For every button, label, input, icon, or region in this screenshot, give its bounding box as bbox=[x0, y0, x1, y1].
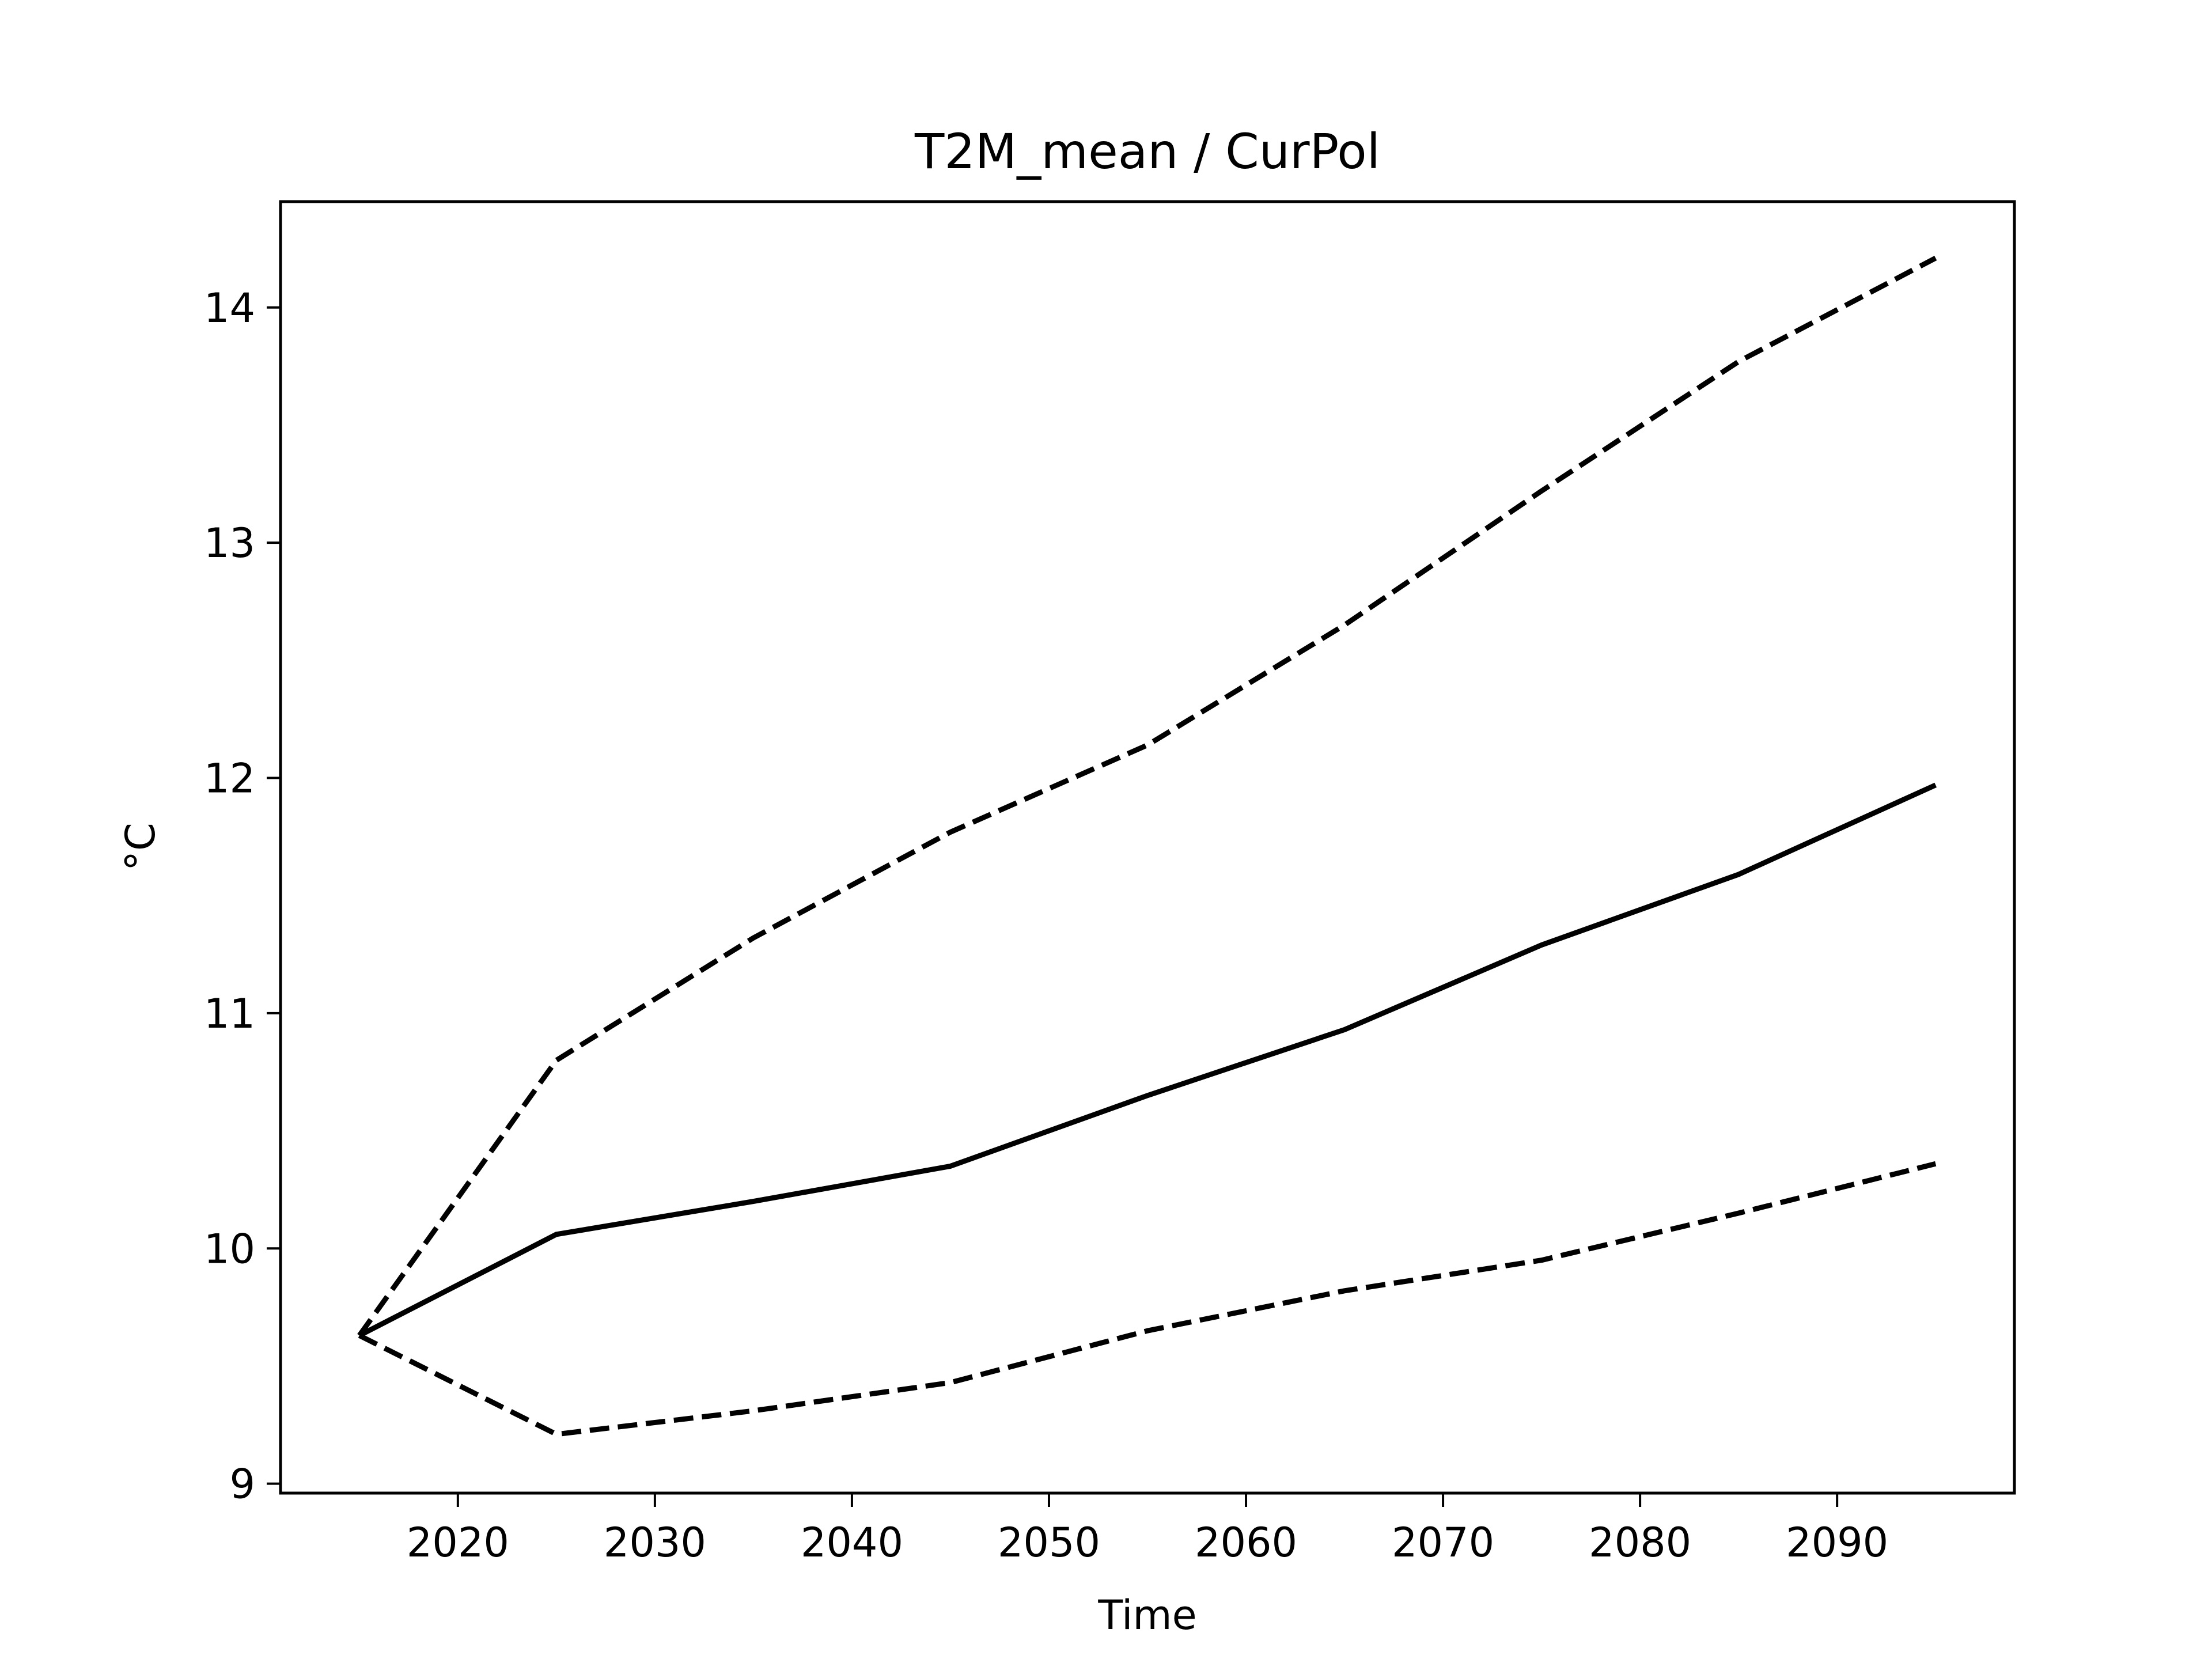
x-tick-label: 2060 bbox=[1195, 1519, 1297, 1566]
x-tick-label: 2090 bbox=[1786, 1519, 1888, 1566]
series-line-1-solid bbox=[358, 782, 1937, 1338]
chart-title: T2M_mean / CurPol bbox=[914, 123, 1380, 180]
x-tick-label: 2030 bbox=[604, 1519, 706, 1566]
y-tick-label: 13 bbox=[204, 520, 255, 567]
x-tick-label: 2040 bbox=[801, 1519, 903, 1566]
plot-area bbox=[357, 256, 1937, 1437]
x-tick-label: 2020 bbox=[407, 1519, 509, 1566]
x-tick-label: 2070 bbox=[1392, 1519, 1494, 1566]
y-tick-label: 9 bbox=[229, 1461, 255, 1508]
y-tick-label: 12 bbox=[204, 755, 255, 802]
y-tick-label: 11 bbox=[204, 990, 255, 1037]
y-axis-label: °C bbox=[117, 823, 164, 871]
series-line-3-dashed bbox=[358, 1161, 1937, 1437]
axes-frame bbox=[279, 200, 2016, 1495]
y-tick-label: 14 bbox=[204, 285, 255, 332]
x-axis: 2020 2030 2040 2050 2060 2070 2080 2090 bbox=[407, 1493, 1888, 1566]
x-axis-label: Time bbox=[1097, 1592, 1196, 1639]
x-tick-label: 2080 bbox=[1589, 1519, 1691, 1566]
y-axis: 9 10 11 12 13 14 bbox=[204, 285, 281, 1508]
x-tick-label: 2050 bbox=[998, 1519, 1100, 1566]
y-tick-label: 10 bbox=[204, 1225, 255, 1272]
